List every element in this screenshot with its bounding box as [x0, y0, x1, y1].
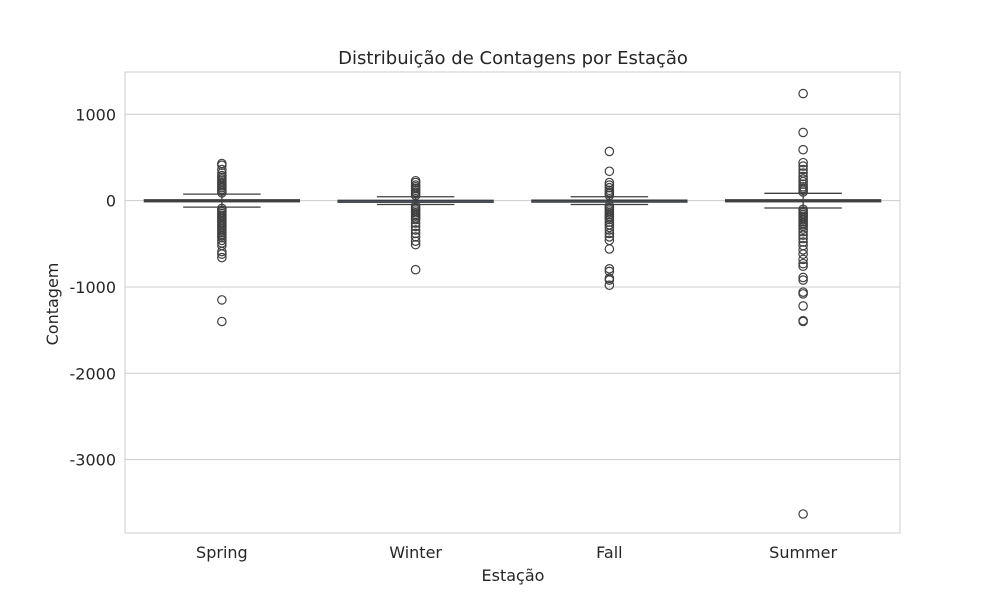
outlier-point — [217, 295, 227, 305]
outlier-point — [798, 187, 808, 197]
y-tick-label: 0 — [106, 192, 116, 211]
outlier-point — [798, 261, 808, 272]
outlier-point — [798, 161, 808, 171]
outlier-point — [798, 164, 808, 175]
outlier-point — [798, 258, 808, 269]
outlier-point — [604, 244, 615, 254]
outlier-point — [798, 275, 808, 285]
outlier-point — [410, 225, 421, 235]
outlier-point — [798, 316, 808, 327]
outlier-point — [798, 127, 808, 138]
outlier-point — [604, 146, 615, 157]
outlier-point — [410, 218, 421, 228]
outlier-point — [604, 182, 615, 193]
outlier-point — [410, 190, 421, 201]
x-axis-ticks: Spring Winter Fall Summer — [196, 543, 837, 562]
outlier-point — [410, 177, 421, 188]
outlier-point — [604, 214, 615, 225]
outlier-point — [410, 228, 421, 239]
x-tick-label: Winter — [389, 543, 442, 562]
x-tick-label: Spring — [196, 543, 248, 562]
grid-lines — [125, 113, 900, 461]
outlier-point — [604, 225, 615, 235]
outlier-point — [410, 236, 421, 247]
outlier-point — [798, 237, 808, 247]
y-tick-label: -3000 — [70, 451, 117, 470]
outlier-point — [798, 233, 808, 244]
outlier-point — [217, 249, 227, 259]
outlier-point — [604, 222, 615, 233]
box-series — [143, 88, 882, 519]
x-tick-label: Summer — [769, 543, 837, 562]
box-spring — [143, 158, 301, 327]
outlier-point — [798, 272, 808, 283]
x-axis-label: Estação — [482, 566, 545, 585]
outlier-point — [798, 88, 808, 99]
box-summer — [724, 88, 882, 519]
outlier-point — [798, 289, 808, 299]
outlier-point — [798, 509, 808, 519]
outlier-point — [217, 160, 227, 171]
y-tick-label: -2000 — [70, 364, 117, 383]
y-axis-ticks: 1000 0 -1000 -2000 -3000 — [70, 105, 117, 469]
outlier-point — [798, 144, 808, 155]
outlier-point — [410, 221, 421, 232]
outlier-point — [798, 226, 808, 237]
box-winter — [337, 175, 494, 275]
outlier-point — [798, 174, 808, 184]
y-tick-label: -1000 — [70, 278, 117, 297]
outlier-point — [604, 177, 615, 188]
y-tick-label: 1000 — [75, 105, 116, 124]
outlier-point — [798, 230, 808, 240]
outlier-point — [217, 168, 227, 178]
outlier-point — [798, 171, 808, 182]
outlier-point — [410, 232, 421, 242]
x-tick-label: Fall — [596, 543, 622, 562]
outlier-point — [604, 280, 615, 291]
outlier-point — [604, 228, 615, 239]
outlier-point — [410, 264, 421, 275]
chart-title: Distribuição de Contagens por Estação — [338, 48, 688, 69]
outlier-point — [217, 316, 227, 327]
outlier-point — [217, 232, 227, 243]
outlier-point — [798, 301, 808, 311]
outlier-point — [798, 249, 808, 259]
outlier-point — [798, 245, 808, 255]
outlier-point — [604, 166, 615, 177]
outlier-point — [798, 179, 808, 190]
outlier-point — [410, 239, 421, 250]
outlier-point — [604, 275, 615, 285]
outlier-point — [604, 190, 615, 201]
outlier-point — [217, 188, 227, 198]
y-axis-label: Contagem — [43, 263, 62, 346]
outlier-point — [604, 217, 615, 228]
outlier-point — [604, 264, 615, 274]
outlier-point — [217, 235, 227, 246]
outlier-point — [604, 232, 615, 242]
outlier-point — [217, 164, 227, 175]
outlier-point — [410, 214, 421, 225]
outlier-point — [798, 224, 808, 234]
box-fall — [531, 146, 688, 291]
outlier-point — [217, 252, 227, 263]
plot-frame — [124, 71, 901, 534]
outlier-point — [798, 254, 808, 265]
outlier-point — [798, 157, 808, 168]
outlier-point — [217, 246, 227, 257]
